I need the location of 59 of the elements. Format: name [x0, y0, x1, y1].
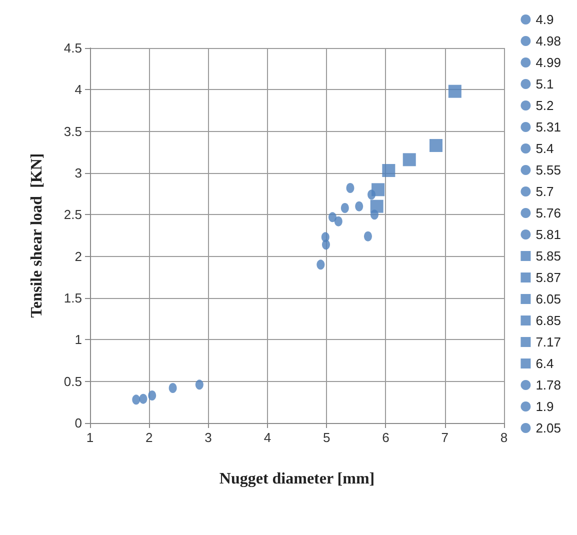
legend-label: 5.7: [536, 184, 554, 199]
y-tick-label: 0.5: [64, 374, 82, 389]
x-tick-label: 3: [204, 430, 212, 445]
legend-label: 5.4: [536, 141, 554, 156]
y-tick-label: 3.5: [64, 124, 82, 139]
point: [448, 84, 462, 98]
point: [328, 212, 336, 222]
legend-label: 4.9: [536, 12, 554, 27]
y-tick-label: 4: [74, 82, 82, 98]
y-tick-label: 1.5: [64, 290, 82, 306]
point: [168, 383, 177, 393]
legend-label: 5.2: [536, 98, 554, 113]
x-tick-label: 6: [382, 430, 390, 445]
point: [139, 394, 148, 404]
point: [370, 200, 384, 213]
x-tick-label: 7: [441, 430, 448, 445]
legend-label: 5.31: [536, 120, 562, 134]
point: [195, 380, 204, 390]
point: [346, 183, 354, 193]
x-tick-label: 4: [264, 430, 272, 445]
point: [148, 390, 156, 400]
point: [402, 153, 416, 166]
y-axis-title: Tensile shear load [KN]: [28, 153, 46, 318]
point: [322, 240, 330, 250]
y-tick-label: 1: [74, 332, 82, 348]
x-tick-label: 1: [86, 430, 94, 445]
legend-label: 5.85: [536, 248, 562, 264]
legend-label: 2.05: [536, 420, 562, 436]
point: [355, 201, 364, 212]
legend-label: 6.85: [536, 313, 562, 328]
y-tick-label: 4.5: [64, 40, 82, 56]
x-tick-label: 5: [322, 430, 330, 445]
legend-label: 1.9: [536, 399, 554, 414]
y-tick-label: 2.5: [64, 207, 82, 222]
point: [382, 164, 396, 177]
legend-label: 6.4: [536, 356, 554, 371]
legend-label: 7.17: [536, 334, 562, 350]
legend-label: 4.99: [536, 55, 562, 70]
x-tick-label: 2: [146, 430, 153, 445]
point: [334, 216, 342, 226]
legend-label: 5.81: [536, 227, 562, 242]
x-tick-label: 8: [500, 430, 508, 445]
legend-label: 1.78: [536, 378, 562, 392]
point: [372, 183, 385, 196]
x-axis-title: Nugget diameter [mm]: [219, 470, 375, 488]
legend-label: 5.76: [536, 206, 562, 220]
point: [316, 260, 325, 270]
point: [429, 139, 442, 152]
legend-label: 5.87: [536, 270, 562, 285]
point: [364, 231, 372, 242]
legend-label: 5.55: [536, 162, 562, 178]
y-tick-label: 2: [74, 248, 82, 264]
y-tick-label: 0: [74, 416, 82, 430]
legend-label: 6.05: [536, 292, 562, 306]
point: [132, 394, 140, 405]
legend-label: 4.98: [536, 34, 562, 48]
point: [340, 203, 349, 213]
legend-label: 5.1: [536, 76, 554, 92]
y-tick-label: 3: [74, 166, 82, 180]
